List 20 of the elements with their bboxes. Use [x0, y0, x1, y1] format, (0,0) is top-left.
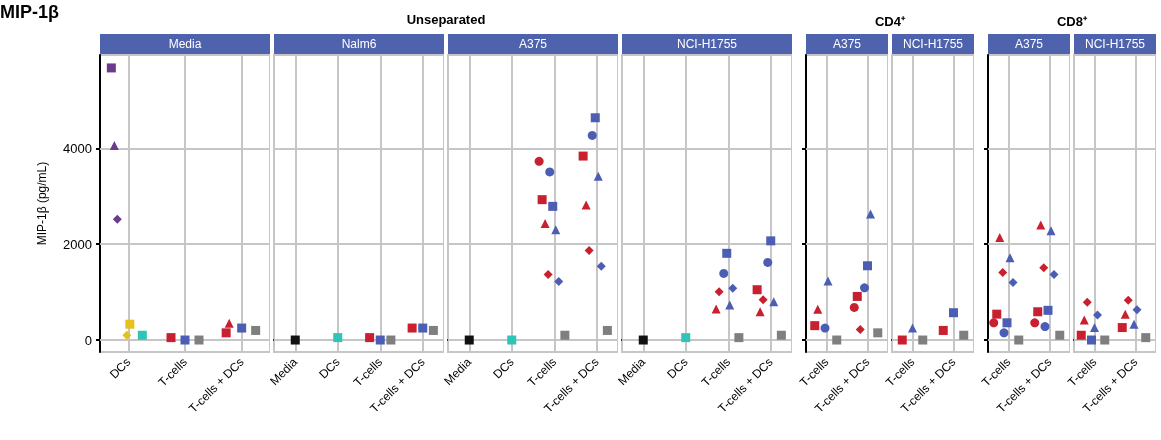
chart-title: A375 [448, 34, 618, 54]
chart-title: A375 [988, 34, 1070, 54]
chart-title: NCI-H1755 [622, 34, 792, 54]
chart-title: Media [100, 34, 270, 54]
y-tick-label: 4000 [63, 140, 92, 156]
text: MIP-1β [0, 2, 59, 23]
chart-title: NCI-H1755 [892, 34, 974, 54]
y-axis-title: MIP-1β (pg/mL) [35, 161, 49, 246]
x-tick-label: DCs [316, 355, 343, 382]
y-tick-label: 0 [84, 332, 92, 348]
x-tick-label: DCs [664, 355, 691, 382]
chart-subtitle: CD4⁺ [874, 13, 906, 30]
chart-title: Nalm6 [274, 34, 444, 54]
chart-subtitle: CD8⁺ [1056, 13, 1088, 30]
y-tick-label: 2000 [63, 236, 92, 252]
x-tick-label: DCs [106, 355, 134, 382]
chart-title: A375 [806, 34, 888, 54]
chart-title: NCI-H1755 [1074, 34, 1156, 54]
x-tick-label: DCs [490, 355, 517, 382]
chart-subtitle: Unseparated [405, 12, 487, 27]
